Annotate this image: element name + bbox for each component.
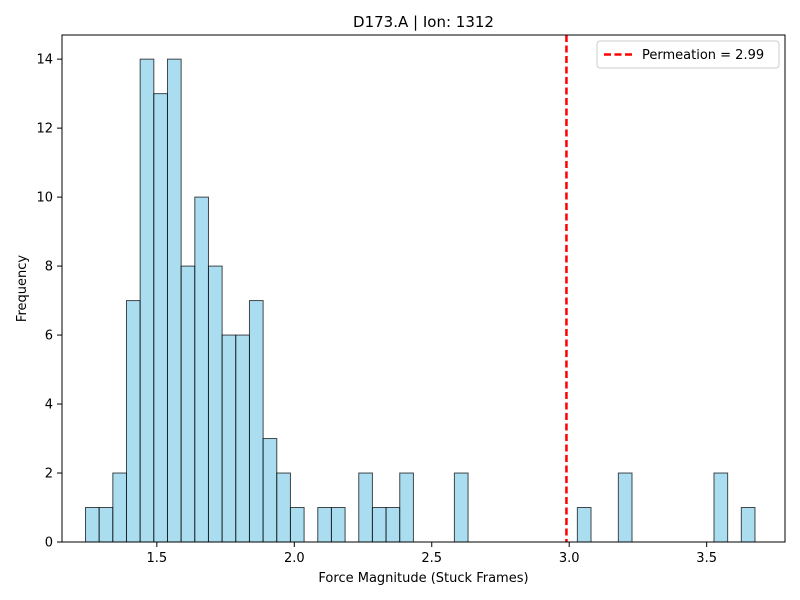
histogram-bar xyxy=(85,507,100,543)
histogram-bar xyxy=(358,472,373,543)
legend: Permeation = 2.99 xyxy=(596,40,780,69)
x-tick-label: 2.5 xyxy=(421,551,442,566)
histogram-bar xyxy=(112,472,127,543)
histogram-bar xyxy=(221,334,237,543)
histogram-bar xyxy=(207,265,223,543)
y-axis-label: Frequency xyxy=(15,255,30,322)
bars-group xyxy=(85,58,756,543)
histogram-bar xyxy=(576,507,592,543)
y-tick-label: 4 xyxy=(45,398,53,413)
x-tick-label: 3.0 xyxy=(559,551,580,566)
y-tick-label: 2 xyxy=(45,467,53,482)
histogram-bar xyxy=(235,334,250,543)
histogram-bar xyxy=(166,58,182,543)
histogram-bar xyxy=(139,58,155,543)
y-tick-label: 0 xyxy=(45,536,53,551)
histogram-bar xyxy=(713,472,729,543)
y-tick-label: 6 xyxy=(45,329,53,344)
y-tick-label: 10 xyxy=(36,191,53,206)
histogram-bar xyxy=(453,472,469,543)
x-tick-label: 2.0 xyxy=(284,551,305,566)
y-tick-label: 12 xyxy=(36,122,53,137)
legend-box xyxy=(596,40,780,69)
histogram-bar xyxy=(125,300,141,543)
histogram-bar xyxy=(248,300,264,543)
histogram-bar xyxy=(289,507,305,543)
x-tick-label: 1.5 xyxy=(146,551,167,566)
legend-label: Permeation = 2.99 xyxy=(642,48,764,63)
histogram-bar xyxy=(180,265,196,543)
histogram-bar xyxy=(385,507,401,543)
y-axis: 0 2 4 6 8 10 12 14 xyxy=(36,53,62,551)
histogram-bar xyxy=(330,507,346,543)
histogram-bar xyxy=(262,438,278,543)
x-axis-label: Force Magnitude (Stuck Frames) xyxy=(318,571,528,586)
histogram-bar xyxy=(194,196,209,543)
histogram-bar xyxy=(617,472,633,543)
histogram-bar xyxy=(153,93,168,543)
histogram-bar xyxy=(740,507,756,543)
histogram-bar xyxy=(276,472,291,543)
histogram-bar xyxy=(317,507,332,543)
histogram-bar xyxy=(399,472,414,543)
chart-title: D173.A | Ion: 1312 xyxy=(353,13,494,31)
y-tick-label: 14 xyxy=(36,53,53,68)
y-tick-label: 8 xyxy=(45,260,53,275)
x-axis: 1.5 2.0 2.5 3.0 3.5 xyxy=(146,542,717,566)
histogram-bar xyxy=(371,507,387,543)
x-tick-label: 3.5 xyxy=(696,551,717,566)
histogram-bar xyxy=(98,507,114,543)
plot-area-frame xyxy=(61,34,786,543)
